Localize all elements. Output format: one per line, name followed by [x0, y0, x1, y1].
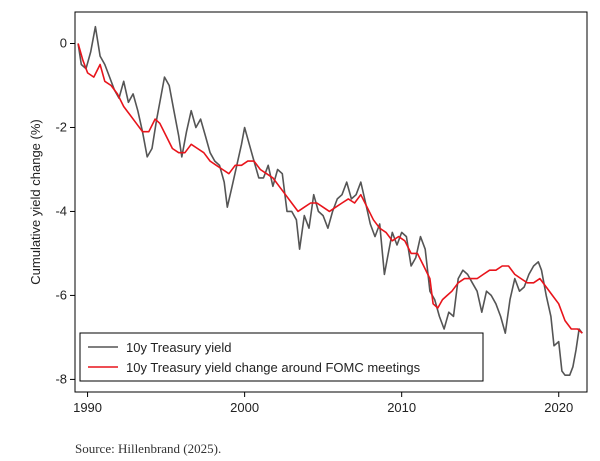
legend-label-1: 10y Treasury yield	[126, 340, 232, 355]
axis-layer: 0 -2 -4 -6 -8 1990 2000 2010 2020 Cumulative yiel…	[28, 11, 588, 415]
plot-frame	[74, 11, 588, 393]
legend: 10y Treasury yield 10y Treasury yield cha…	[79, 332, 484, 382]
y-tick-label: -6	[55, 287, 67, 302]
legend-label-2: 10y Treasury yield change around FOMC me…	[126, 360, 421, 375]
x-tick-label: 2000	[230, 400, 259, 415]
x-tick-label: 2020	[544, 400, 573, 415]
x-tick-label: 2010	[387, 400, 416, 415]
y-tick-label: -4	[55, 203, 67, 218]
y-tick-label: -2	[55, 119, 67, 134]
series-line-2	[77, 43, 583, 334]
y-tick-label: 0	[60, 35, 67, 50]
series-line-1	[77, 25, 583, 376]
legend-box	[79, 332, 484, 382]
source-note: Source: Hillenbrand (2025).	[75, 441, 222, 456]
x-tick-label: 1990	[73, 400, 102, 415]
y-axis-title: Cumulative yield change (%)	[28, 119, 43, 284]
plot-layer	[77, 25, 583, 376]
y-tick-label: -8	[55, 371, 67, 386]
line-chart: 0 -2 -4 -6 -8 1990 2000 2010 2020 Cumulative yiel…	[28, 11, 588, 415]
chart-container: 0 -2 -4 -6 -8 1990 2000 2010 2020 Cumulative yiel…	[28, 11, 588, 415]
